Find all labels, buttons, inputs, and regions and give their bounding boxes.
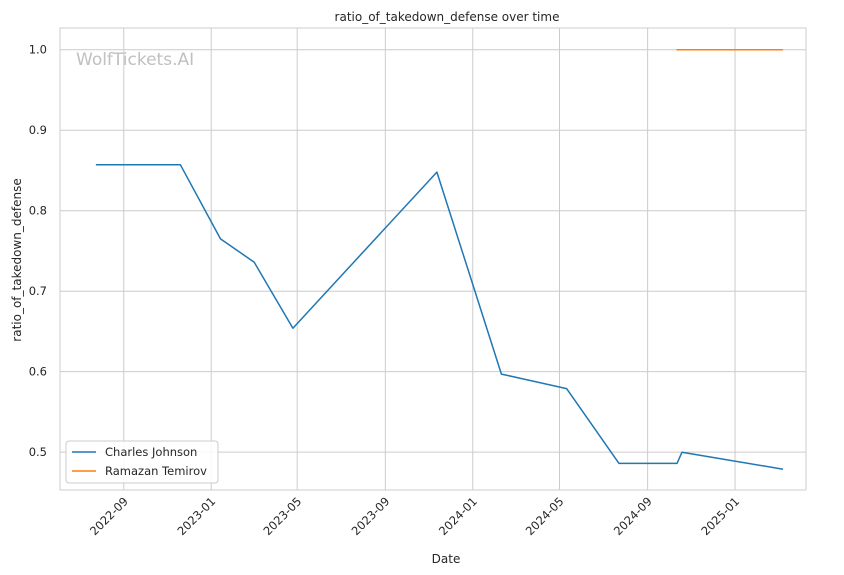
plot-area — [59, 27, 807, 491]
y-tick-label: 0.9 — [29, 123, 47, 137]
legend: Charles Johnson Ramazan Temirov — [65, 440, 219, 484]
series-line-0 — [95, 164, 784, 470]
legend-label-1: Ramazan Temirov — [105, 464, 207, 478]
legend-box — [65, 440, 219, 484]
chart-title: ratio_of_takedown_defense over time — [335, 10, 560, 24]
y-tick-label: 0.8 — [29, 204, 47, 218]
watermark: WolfTickets.AI — [76, 50, 194, 70]
y-tick-label: 0.5 — [29, 445, 47, 459]
y-axis-title: ratio_of_takedown_defense — [10, 178, 24, 341]
y-tick-label: 0.6 — [29, 365, 47, 379]
y-tick-label: 0.7 — [29, 284, 47, 298]
y-tick-label: 1.0 — [29, 43, 47, 57]
x-axis-title: Date — [432, 552, 461, 566]
x-tick-label: 2022-09 — [87, 494, 131, 538]
legend-label-0: Charles Johnson — [105, 445, 197, 459]
series-layer — [95, 48, 784, 470]
y-axis-ticks: 0.5 0.6 0.7 0.8 0.9 1.0 — [29, 43, 47, 459]
x-tick-label: 2024-09 — [611, 494, 655, 538]
x-tick-label: 2025-01 — [698, 494, 742, 538]
x-tick-label: 2023-09 — [349, 494, 393, 538]
x-axis-ticks: 2022-09 2023-01 2023-05 2023-09 2024-01 2024-… — [87, 494, 742, 538]
x-tick-label: 2024-01 — [436, 494, 480, 538]
x-tick-label: 2023-01 — [174, 494, 218, 538]
x-tick-label: 2024-05 — [523, 494, 567, 538]
x-tick-label: 2023-05 — [260, 494, 304, 538]
